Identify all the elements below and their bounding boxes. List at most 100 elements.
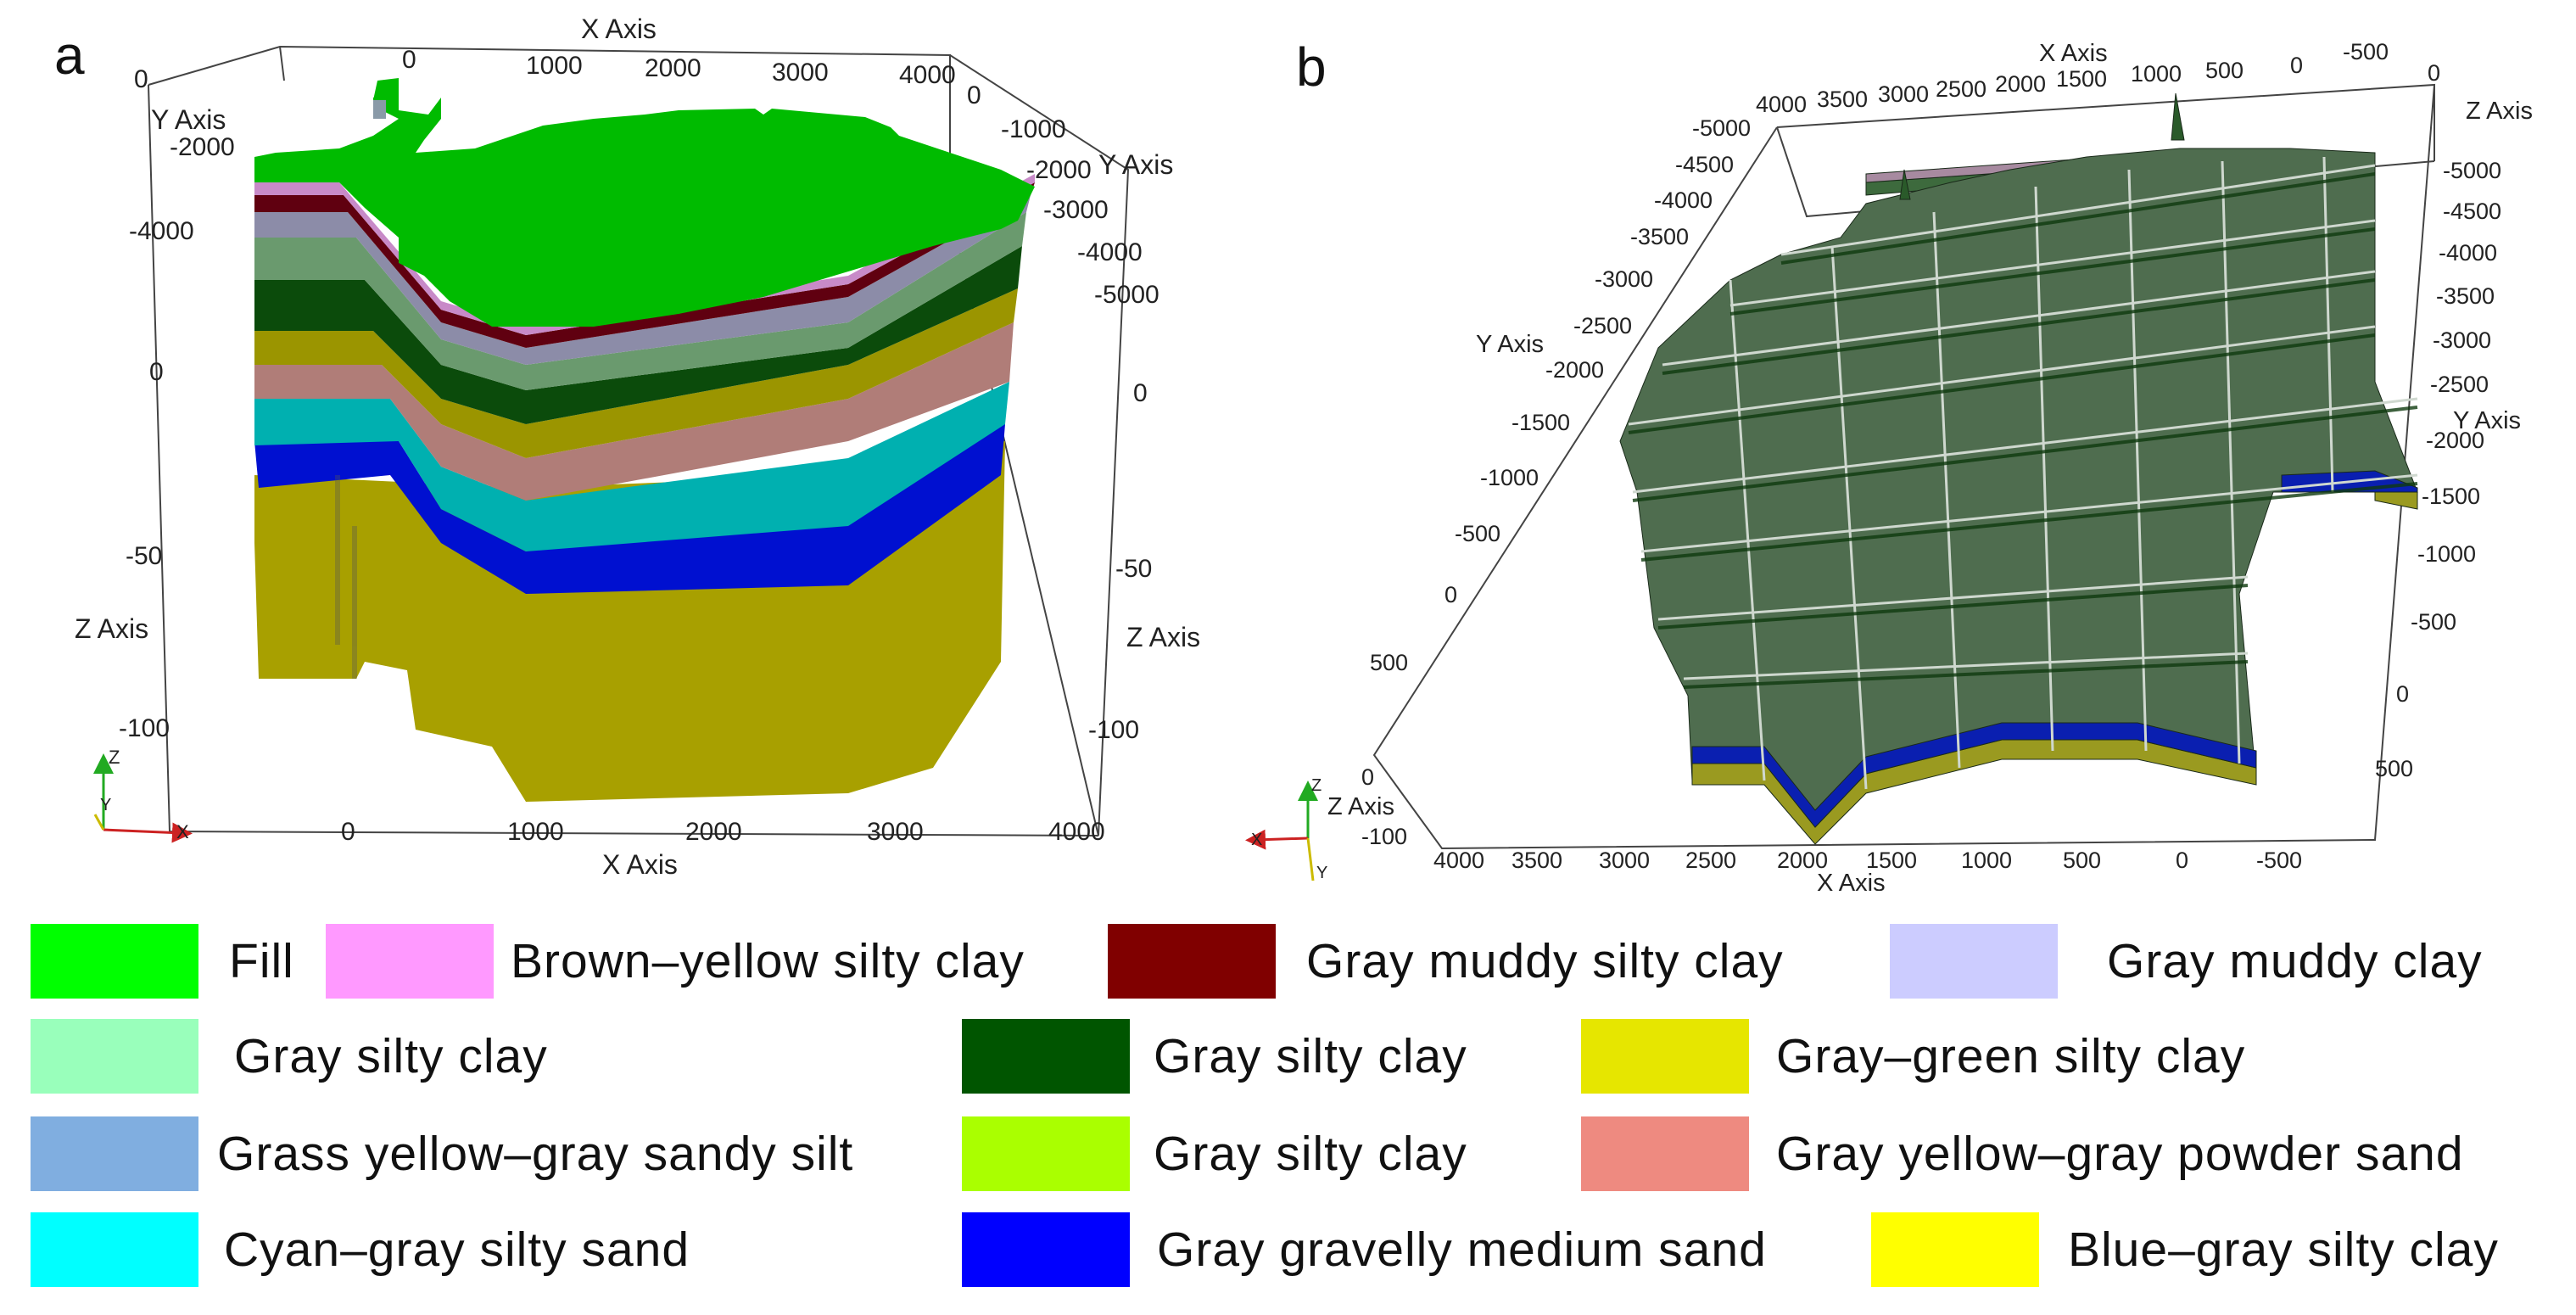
panel-a-right-y-tick: -5000: [1094, 281, 1159, 309]
panel-a-left-z-tick: -100: [119, 714, 170, 742]
panel-b-top-x-tick: 3500: [1817, 87, 1868, 112]
legend-item: Gray silty clay: [962, 1116, 1467, 1192]
legend-swatch: [962, 1019, 1130, 1094]
panel-a-right-y-tick: -3000: [1043, 196, 1109, 224]
panel-a-left-y-tick: -4000: [129, 217, 194, 245]
panel-a-top-x-tick: 2000: [645, 54, 701, 82]
panel-a-triad-x: X: [176, 821, 189, 842]
panel-b-top-x-tick: 4000: [1756, 92, 1807, 117]
panel-b-bottom-x-tick: 3500: [1512, 848, 1562, 873]
panel-b-orientation-triad: Z Y X: [1245, 776, 1327, 882]
panel-b-z-axis-title-right: Z Axis: [2466, 98, 2533, 125]
panel-b-left-z-tick: 0: [1361, 764, 1374, 790]
legend-label: Gray–green silty clay: [1776, 1029, 2246, 1083]
panel-b-bottom-x-tick: 1500: [1866, 848, 1917, 873]
panel-b-left-y-tick: -3000: [1595, 266, 1653, 292]
panel-a-axis-titles: X Axis Y Axis Y Axis Z Axis Z Axis X Axi…: [75, 14, 1200, 880]
panel-b-top-x-tick: -500: [2343, 39, 2389, 64]
panel-b: 4000 3500 3000 2500 2000 1500 1000 500 0…: [1245, 39, 2533, 897]
panel-a-geology-body: [254, 78, 1035, 802]
panel-b-fence-grid: [1619, 92, 2418, 845]
legend-item: Grass yellow–gray sandy silt: [31, 1116, 853, 1192]
legend-label: Gray silty clay: [1154, 1029, 1467, 1083]
panel-a-top-x-tick: 3000: [772, 59, 829, 87]
panel-a-orientation-triad: Z Y X: [93, 747, 193, 843]
panel-b-right-y-tick: -1500: [2422, 484, 2480, 509]
legend-swatch: [962, 1116, 1130, 1191]
panel-b-top-x-tick: 1000: [2131, 61, 2182, 87]
panel-b-right-y-tick: 500: [2375, 756, 2413, 781]
panel-b-y-axis-title-left: Y Axis: [1476, 331, 1544, 358]
panel-b-x-axis-title-bottom: X Axis: [1817, 870, 1886, 891]
legend-item: Gray silty clay: [962, 1018, 1467, 1094]
panel-a-right-y-tick: -2000: [1026, 156, 1092, 184]
legend-swatch: [31, 1019, 198, 1094]
panel-b-left-y-tick: -4500: [1675, 152, 1734, 177]
legend-label: Fill: [229, 934, 294, 988]
legend-swatch: [1581, 1019, 1749, 1094]
panel-a-triad-y: Y: [100, 796, 111, 814]
panel-b-right-y-tick: -1000: [2417, 541, 2476, 567]
legend-label: Gray silty clay: [1154, 1127, 1467, 1181]
panel-b-bottom-x-tick: 4000: [1433, 848, 1484, 873]
legend-item: Gray muddy clay: [1890, 923, 2483, 999]
panel-a-z-axis-title-left: Z Axis: [75, 613, 148, 644]
panel-b-left-y-tick: -3500: [1630, 224, 1689, 249]
panel-b-right-y-tick: -3000: [2433, 327, 2491, 353]
panel-a-tick-labels: 0 0 1000 2000 3000 4000 -2000 -4000 0 -1…: [119, 46, 1159, 846]
panel-a-letter: a: [54, 25, 85, 86]
legend-swatch: [326, 924, 494, 999]
legend-swatch: [1871, 1212, 2039, 1287]
legend-swatch: [962, 1212, 1130, 1287]
panel-b-z-axis-title-left: Z Axis: [1327, 793, 1394, 820]
panel-b-bottom-x-tick: 3000: [1599, 848, 1650, 873]
panel-b-bottom-x-tick: 2000: [1777, 848, 1828, 873]
panel-b-top-z-tick: 0: [2428, 60, 2440, 86]
panel-b-left-y-tick: -1500: [1512, 410, 1570, 435]
panel-a-right-y-tick: -1000: [1001, 115, 1066, 143]
panel-b-right-y-tick: 0: [2396, 681, 2409, 707]
panel-b-right-y-tick: -3500: [2436, 283, 2495, 309]
panel-b-left-y-tick: 0: [1444, 582, 1457, 607]
panel-a-left-z-tick: 0: [149, 358, 164, 386]
legend-item: Fill: [31, 923, 294, 999]
panel-b-right-y-tick: -5000: [2443, 158, 2501, 183]
panel-b-left-y-tick: -5000: [1692, 115, 1751, 141]
panel-b-right-y-tick: -500: [2411, 609, 2456, 635]
panel-b-top-x-tick: 1500: [2056, 66, 2107, 92]
panel-a-z-axis-title-right: Z Axis: [1126, 622, 1200, 652]
panel-b-top-x-tick: 0: [2290, 53, 2303, 78]
panel-b-top-x-tick: 500: [2205, 58, 2244, 83]
panel-a-left-z-tick: -50: [126, 542, 162, 570]
panel-b-left-y-tick: -2500: [1573, 313, 1632, 339]
panel-b-left-y-tick: -1000: [1480, 465, 1539, 490]
panel-a-y-axis-title-right: Y Axis: [1098, 149, 1173, 180]
legend-item: Gray gravelly medium sand: [962, 1211, 1767, 1288]
panel-b-top-x-tick: 2500: [1936, 76, 1986, 102]
panel-b-right-y-tick: -2500: [2430, 372, 2489, 397]
panel-b-top-x-tick: 3000: [1878, 81, 1929, 107]
legend-item: Gray silty clay: [31, 1018, 548, 1094]
panel-b-bottom-x-tick: 2500: [1685, 848, 1736, 873]
panel-a-right-y-tick: 0: [967, 81, 981, 109]
panel-a-right-z-tick: 0: [1133, 379, 1148, 407]
panel-b-triad-y: Y: [1316, 864, 1327, 882]
panel-b-left-y-tick: -2000: [1545, 357, 1604, 383]
legend-swatch: [1581, 1116, 1749, 1191]
legend-label: Gray muddy silty clay: [1306, 934, 1784, 988]
panel-b-y-axis-title-right: Y Axis: [2453, 407, 2521, 434]
legend-item: Brown–yellow silty clay: [326, 923, 1025, 999]
panel-a-left-y-tick: -2000: [170, 133, 235, 161]
legend-label: Grass yellow–gray sandy silt: [217, 1127, 854, 1181]
panel-b-right-y-tick: -4500: [2443, 199, 2501, 224]
legend-label: Cyan–gray silty sand: [224, 1223, 690, 1277]
legend-label: Blue–gray silty clay: [2068, 1223, 2499, 1277]
legend-label: Brown–yellow silty clay: [511, 934, 1025, 988]
panel-b-left-y-tick: -4000: [1654, 187, 1713, 213]
figure: 0 0 1000 2000 3000 4000 -2000 -4000 0 -1…: [54, 14, 2533, 897]
legend: Fill Brown–yellow silty clay Gray muddy …: [0, 916, 2576, 1315]
legend-label: Gray gravelly medium sand: [1157, 1223, 1767, 1277]
legend-swatch: [1890, 924, 2058, 999]
panel-a-x-axis-title-top: X Axis: [581, 14, 657, 44]
panel-b-bottom-x-tick: 1000: [1961, 848, 2012, 873]
